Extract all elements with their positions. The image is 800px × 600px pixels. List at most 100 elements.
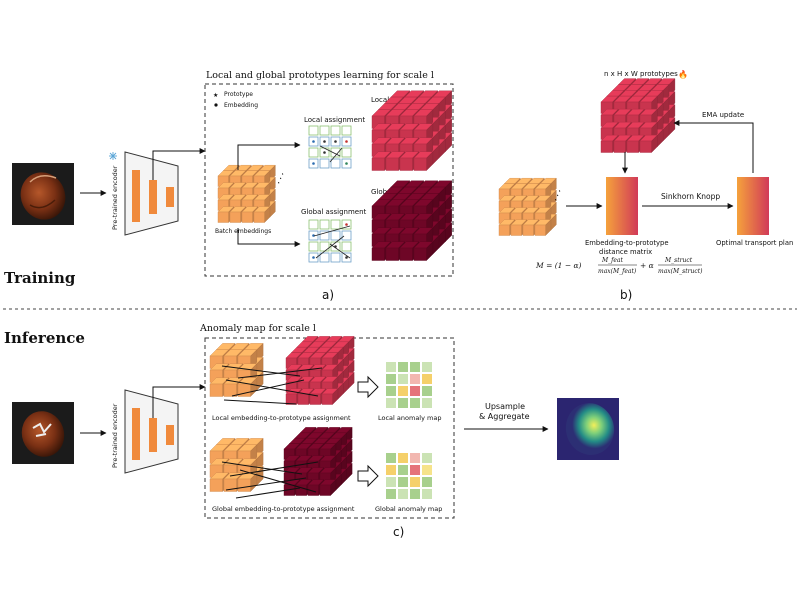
formula-num2: M_struct bbox=[664, 257, 693, 264]
cube-face bbox=[534, 224, 546, 236]
panel-c-frame bbox=[204, 337, 455, 519]
cube-face bbox=[510, 224, 522, 236]
anomaly-map-cell bbox=[410, 453, 420, 463]
ema-update-label: EMA update bbox=[702, 111, 744, 119]
assignment-line bbox=[239, 469, 317, 493]
anomaly-map-cell bbox=[422, 374, 432, 384]
assignment-line bbox=[225, 379, 319, 397]
training-label: Training bbox=[4, 269, 76, 287]
cube-face bbox=[639, 140, 652, 153]
cube-face bbox=[217, 211, 229, 223]
panel-a-caption: a) bbox=[322, 288, 334, 302]
batch-embeddings-label: Batch embeddings bbox=[215, 228, 271, 235]
prototypes-count-label: n x H x W prototypes bbox=[604, 70, 678, 78]
local-anomaly-map bbox=[386, 362, 432, 408]
local-assignment-grid bbox=[308, 125, 352, 169]
assignment-line bbox=[223, 399, 297, 405]
panel-c-title: Anomaly map for scale l bbox=[199, 323, 316, 334]
panel-b-prototypes-cube bbox=[600, 78, 676, 153]
assignment-cell bbox=[330, 230, 341, 241]
assignment-line bbox=[329, 243, 351, 259]
anomaly-map-cell bbox=[386, 362, 396, 372]
cube-face bbox=[253, 211, 265, 223]
assignment-cell bbox=[308, 241, 319, 252]
assignment-cell bbox=[330, 219, 341, 230]
assignment-line bbox=[329, 147, 343, 163]
cube-face bbox=[399, 247, 413, 261]
hazelnut-image-inference bbox=[12, 402, 74, 464]
assignment-point bbox=[323, 140, 326, 143]
cube-face bbox=[237, 383, 251, 397]
inference-local-prototypes bbox=[285, 335, 355, 405]
assignment-cell bbox=[308, 147, 319, 158]
global-anomaly-map-label: Global anomaly map bbox=[375, 505, 442, 513]
anomaly-map-cell bbox=[410, 362, 420, 372]
assignment-cell bbox=[341, 230, 352, 241]
assignment-point bbox=[312, 140, 315, 143]
anomaly-map-cell bbox=[398, 465, 408, 475]
assignment-point bbox=[312, 162, 315, 165]
anomaly-map-cell bbox=[398, 386, 408, 396]
anomaly-map-cell bbox=[386, 374, 396, 384]
anomaly-map-cell bbox=[410, 477, 420, 487]
legend-embedding: Embedding bbox=[224, 102, 258, 109]
cube-face bbox=[229, 211, 241, 223]
encoder-training: Pre-trained encoder bbox=[109, 148, 206, 236]
distance-formula: M = (1 − α) M_feat max(M_feat) + α M_str… bbox=[535, 257, 703, 275]
formula-plus: + α bbox=[640, 261, 654, 270]
anomaly-map-cell bbox=[422, 465, 432, 475]
global-assignment-lines bbox=[221, 461, 319, 499]
snowflake-icon bbox=[109, 152, 117, 160]
local-anomaly-map-label: Local anomaly map bbox=[378, 414, 441, 422]
assignment-line bbox=[231, 379, 305, 397]
assignment-point bbox=[345, 223, 348, 226]
panel-a-title: Local and global prototypes learning for… bbox=[206, 70, 434, 81]
assignment-point bbox=[345, 162, 348, 165]
cube-face bbox=[223, 478, 237, 492]
anomaly-map-cell bbox=[386, 477, 396, 487]
inference-global-prototypes bbox=[283, 426, 353, 496]
assignment-cell bbox=[308, 125, 319, 136]
svg-text:⋰: ⋰ bbox=[551, 189, 564, 203]
cube-face bbox=[209, 383, 223, 397]
assignment-line bbox=[221, 365, 301, 377]
svg-text:★: ★ bbox=[213, 92, 218, 99]
formula-den1: max(M_feat) bbox=[598, 268, 637, 275]
cube-face bbox=[498, 224, 510, 236]
cube-face bbox=[209, 478, 223, 492]
assignment-line bbox=[225, 477, 307, 491]
assignment-cell bbox=[319, 230, 330, 241]
encoder-label-training: Pre-trained encoder bbox=[111, 165, 119, 230]
anomaly-map-cell bbox=[386, 453, 396, 463]
assignment-line bbox=[235, 487, 301, 499]
local-assignment-caption: Local embedding-to-prototype assignment bbox=[212, 414, 351, 422]
cube-face bbox=[413, 157, 427, 171]
cube-face bbox=[385, 247, 399, 261]
cube-face bbox=[600, 140, 613, 153]
anomaly-map-cell bbox=[386, 398, 396, 408]
assignment-cell bbox=[308, 219, 319, 230]
cube-face bbox=[385, 157, 399, 171]
sinkhorn-label: Sinkhorn Knopp bbox=[661, 192, 720, 201]
cube-face bbox=[319, 484, 331, 496]
panel-c-caption: c) bbox=[393, 525, 404, 539]
anomaly-map-cell bbox=[422, 477, 432, 487]
encoder-label-inference: Pre-trained encoder bbox=[111, 403, 119, 468]
assignment-point bbox=[323, 151, 326, 154]
assignment-line bbox=[237, 367, 323, 379]
anomaly-map-cell bbox=[398, 374, 408, 384]
cube-face bbox=[237, 478, 251, 492]
assignment-point bbox=[345, 256, 348, 259]
anomaly-map-cell bbox=[422, 386, 432, 396]
cube-face bbox=[285, 393, 297, 405]
anomaly-map-cell bbox=[398, 489, 408, 499]
cube-face bbox=[295, 484, 307, 496]
assignment-cell bbox=[319, 219, 330, 230]
distance-matrix bbox=[606, 177, 638, 235]
panel-a-frame bbox=[204, 83, 454, 277]
encoder-inference: Pre-trained encoder bbox=[111, 384, 206, 474]
anomaly-map-cell bbox=[386, 489, 396, 499]
cube-face bbox=[297, 393, 309, 405]
assignment-cell bbox=[319, 158, 330, 169]
